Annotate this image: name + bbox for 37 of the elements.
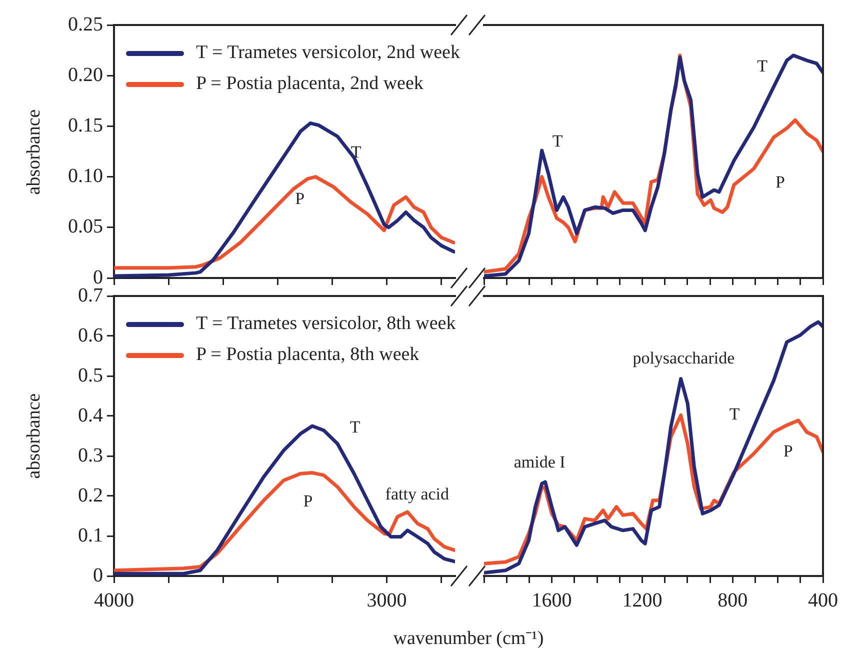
y-tick-label: 0.4	[78, 404, 103, 426]
legend-label: T = Trametes versicolor, 8th week	[196, 313, 456, 334]
legend-label: T = Trametes versicolor, 2nd week	[196, 42, 460, 63]
legend-label: P = Postia placenta, 2nd week	[196, 73, 424, 94]
x-tick-label: 4000	[94, 589, 134, 612]
annotation: T	[757, 56, 768, 76]
y-tick-label: 0.5	[78, 364, 103, 386]
annotation: P	[783, 441, 793, 460]
y-axis-title: absorbance	[23, 393, 46, 479]
annotation: P	[303, 492, 313, 511]
annotation: T	[350, 417, 361, 436]
y-tick-label: 0.1	[78, 524, 103, 546]
x-tick-label: 1200	[622, 589, 662, 612]
y-tick-label: 0.10	[68, 165, 103, 188]
annotation: T	[729, 404, 740, 424]
annotation: polysaccharide	[632, 348, 735, 368]
x-tick-label: 800	[718, 589, 748, 612]
y-tick-label: 0.2	[78, 484, 103, 506]
x-tick-label: 1600	[532, 589, 572, 612]
y-tick-label: 0.6	[78, 324, 103, 346]
y-tick-label: 0.20	[68, 64, 103, 86]
legend-label: P = Postia placenta, 8th week	[196, 344, 420, 365]
y-tick-label: 0.3	[78, 444, 103, 466]
x-tick-label: 3000	[366, 589, 407, 612]
x-axis-title: wavenumber (cm⁻¹)	[392, 627, 545, 650]
annotation: T	[350, 142, 362, 162]
x-tick-label: 400	[808, 589, 838, 612]
y-tick-label: 0	[93, 564, 103, 586]
y-tick-label: 0.25	[68, 13, 103, 36]
annotation: fatty acid	[385, 484, 450, 504]
y-tick-label: 0.05	[68, 216, 103, 238]
annotation: P	[776, 172, 786, 192]
annotation: T	[552, 131, 564, 150]
y-tick-label: 0.15	[68, 114, 103, 136]
annotation: amide I	[514, 452, 566, 472]
y-axis-title: absorbance	[23, 108, 46, 194]
annotation: P	[295, 189, 305, 208]
